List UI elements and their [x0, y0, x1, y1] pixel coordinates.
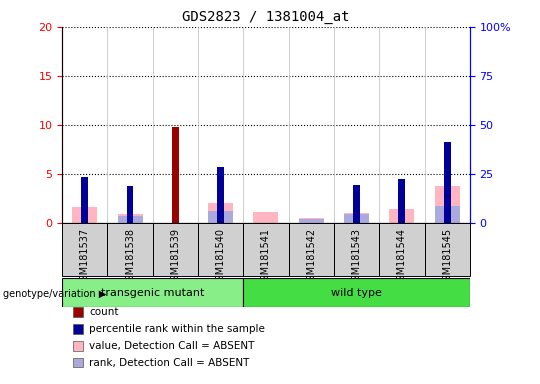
Text: GSM181544: GSM181544 — [397, 228, 407, 287]
Bar — [172, 127, 179, 223]
Text: GSM181542: GSM181542 — [306, 228, 316, 287]
Text: GSM181543: GSM181543 — [352, 228, 362, 287]
Bar — [435, 206, 460, 223]
Bar — [299, 219, 323, 223]
Bar — [435, 185, 460, 223]
Text: GSM181541: GSM181541 — [261, 228, 271, 287]
Text: GSM181538: GSM181538 — [125, 228, 135, 287]
Title: GDS2823 / 1381004_at: GDS2823 / 1381004_at — [182, 10, 350, 25]
Bar — [344, 213, 369, 223]
Bar — [379, 223, 424, 276]
Bar — [399, 179, 405, 223]
Bar — [118, 216, 143, 223]
Text: transgenic mutant: transgenic mutant — [101, 288, 204, 298]
Bar — [172, 166, 179, 223]
Bar — [344, 214, 369, 223]
Bar — [244, 278, 470, 307]
Bar — [424, 223, 470, 276]
Bar — [444, 142, 450, 223]
Bar — [118, 214, 143, 223]
Bar — [389, 209, 414, 223]
Bar — [208, 203, 233, 223]
Bar — [62, 223, 107, 276]
Bar — [299, 218, 323, 223]
Bar — [62, 278, 244, 307]
Bar — [82, 177, 88, 223]
Bar — [217, 167, 224, 223]
Text: GSM181539: GSM181539 — [170, 228, 180, 287]
Text: genotype/variation ▶: genotype/variation ▶ — [3, 289, 106, 299]
Text: GSM181545: GSM181545 — [442, 228, 452, 287]
Text: value, Detection Call = ABSENT: value, Detection Call = ABSENT — [89, 341, 254, 351]
Bar — [288, 223, 334, 276]
Text: GSM181540: GSM181540 — [215, 228, 226, 287]
Text: wild type: wild type — [331, 288, 382, 298]
Bar — [353, 185, 360, 223]
Bar — [153, 223, 198, 276]
Bar — [253, 212, 279, 223]
Bar — [198, 223, 244, 276]
Bar — [208, 211, 233, 223]
Bar — [127, 187, 133, 223]
Bar — [334, 223, 379, 276]
Text: rank, Detection Call = ABSENT: rank, Detection Call = ABSENT — [89, 358, 249, 367]
Bar — [244, 223, 288, 276]
Bar — [72, 207, 97, 223]
Text: percentile rank within the sample: percentile rank within the sample — [89, 324, 265, 334]
Text: count: count — [89, 307, 119, 317]
Bar — [107, 223, 153, 276]
Text: GSM181537: GSM181537 — [80, 228, 90, 287]
